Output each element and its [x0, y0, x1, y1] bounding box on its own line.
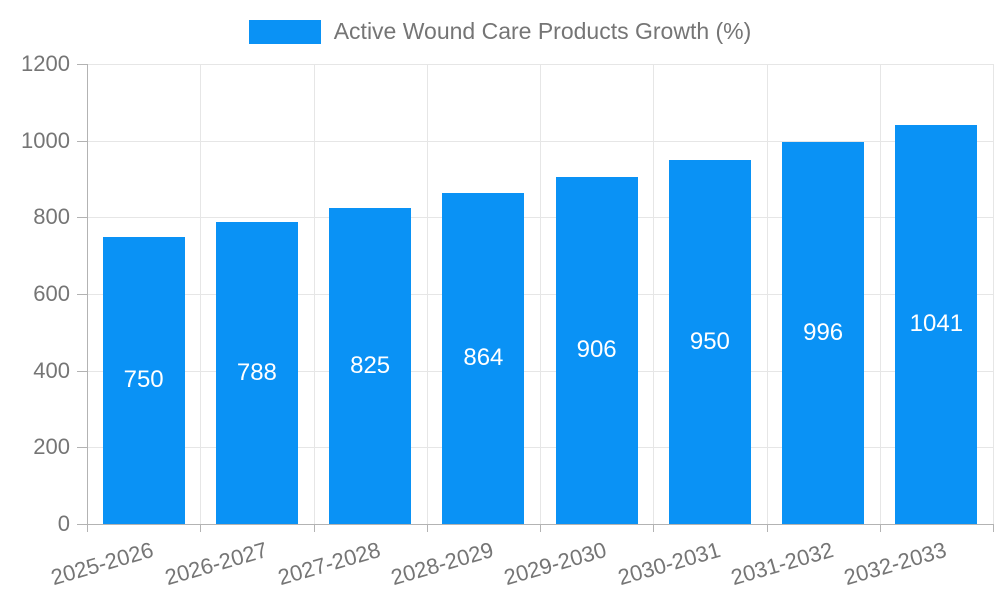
x-axis-category-label: 2027-2028 [274, 537, 384, 591]
bar-value-label: 788 [236, 358, 277, 386]
horizontal-gridline [87, 64, 993, 65]
bar[interactable] [668, 159, 751, 524]
y-axis-tick-label: 200 [33, 434, 70, 460]
horizontal-gridline [87, 140, 993, 142]
y-axis-tick [77, 217, 87, 219]
bar-value-label: 864 [463, 344, 504, 372]
horizontal-gridline [87, 294, 993, 295]
y-axis-tick-label: 400 [33, 357, 70, 383]
horizontal-gridline [87, 217, 993, 219]
y-axis-tick [77, 524, 87, 525]
bar[interactable] [329, 207, 412, 524]
y-axis-tick [77, 140, 87, 142]
x-axis-category-label: 2029-2030 [501, 537, 610, 591]
x-axis-tick [879, 524, 881, 532]
legend: Active Wound Care Products Growth (%) [0, 18, 1000, 45]
x-axis-tick [653, 524, 655, 532]
bar[interactable] [782, 142, 865, 524]
y-axis-tick-label: 600 [33, 281, 70, 306]
horizontal-gridline [87, 370, 993, 372]
bar[interactable] [102, 236, 185, 524]
x-axis-category-label: 2028-2029 [388, 537, 497, 591]
y-axis-tick [77, 447, 87, 449]
bar-value-label: 825 [350, 351, 391, 379]
y-axis-tick-label: 0 [57, 511, 70, 536]
bar[interactable] [555, 176, 638, 524]
y-axis-tick [77, 370, 87, 372]
bar[interactable] [215, 221, 298, 524]
x-axis-baseline [87, 524, 993, 525]
y-axis-tick-label: 1200 [21, 51, 70, 76]
legend-label: Active Wound Care Products Growth (%) [333, 18, 752, 44]
x-axis-tick [87, 524, 88, 532]
x-axis-category-label: 2026-2027 [161, 537, 270, 591]
legend-swatch [248, 19, 321, 44]
bar-value-label: 906 [576, 336, 617, 364]
x-axis-tick [313, 524, 315, 532]
x-axis-category-label: 2031-2032 [727, 537, 837, 591]
y-axis-tick-label: 1000 [21, 127, 70, 153]
x-axis-tick [766, 524, 768, 532]
y-axis-tick [77, 64, 87, 65]
x-axis-tick [540, 524, 541, 532]
bar[interactable] [442, 192, 525, 524]
x-axis-tick [200, 524, 202, 532]
bar-value-label: 1041 [909, 310, 964, 338]
horizontal-gridline [87, 447, 993, 449]
x-axis-tick [993, 524, 994, 532]
bar-value-label: 750 [123, 366, 164, 394]
x-axis-category-label: 2030-2031 [614, 537, 723, 591]
bar[interactable] [895, 124, 978, 524]
x-axis-category-label: 2032-2033 [841, 537, 950, 591]
bar-value-label: 950 [689, 327, 730, 355]
y-axis-tick [77, 294, 87, 295]
y-axis-tick-label: 800 [33, 204, 70, 230]
y-axis-line [87, 64, 88, 524]
x-axis-category-label: 2025-2026 [48, 537, 157, 591]
bar-value-label: 996 [803, 319, 844, 347]
vertical-gridline [993, 64, 994, 524]
x-axis-tick [426, 524, 428, 532]
